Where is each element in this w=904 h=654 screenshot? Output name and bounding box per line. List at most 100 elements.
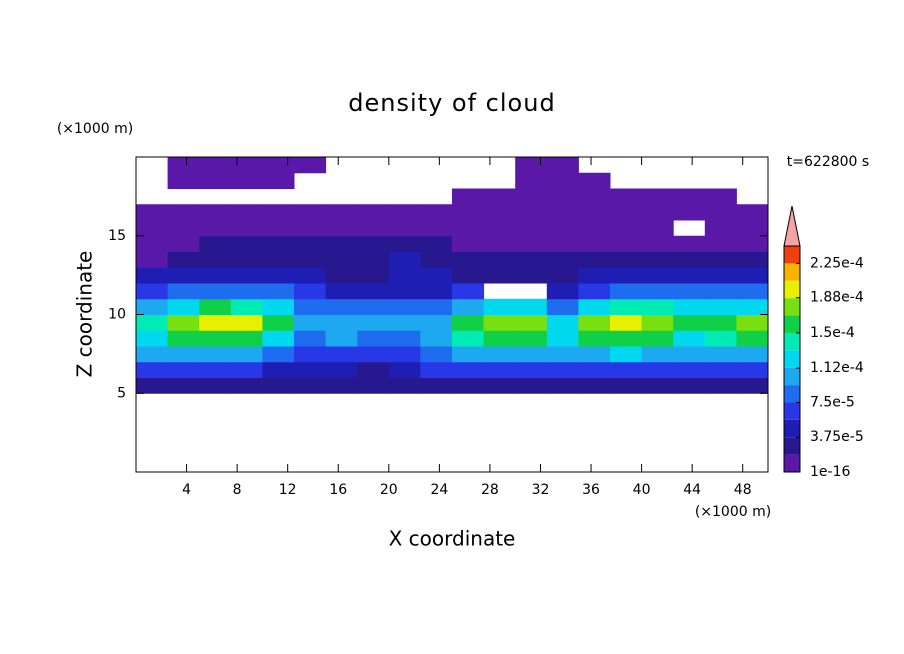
x-tick-label: 24 <box>430 482 448 498</box>
contour-cell <box>167 251 200 268</box>
contour-cell <box>167 377 200 394</box>
contour-cell <box>452 361 485 378</box>
contour-cell <box>483 188 516 205</box>
contour-cell <box>199 172 232 189</box>
contour-cell <box>325 251 358 268</box>
contour-cell <box>294 361 327 378</box>
contour-cell <box>578 251 611 268</box>
contour-cell <box>483 235 516 252</box>
contour-cell <box>167 314 200 331</box>
contour-cell <box>704 361 737 378</box>
colorbar-bin <box>784 263 800 281</box>
contour-cell <box>641 188 674 205</box>
contour-cell <box>546 377 579 394</box>
contour-cell <box>357 204 390 221</box>
contour-cell <box>294 330 327 347</box>
x-tick-label: 16 <box>329 482 347 498</box>
contour-cell <box>704 314 737 331</box>
contour-cell <box>167 267 200 284</box>
colorbar-bin <box>784 246 800 264</box>
contour-cell <box>325 283 358 300</box>
x-tick-label: 28 <box>481 482 499 498</box>
x-tick-label: 48 <box>734 482 752 498</box>
contour-cell <box>388 251 421 268</box>
contour-cell <box>136 361 169 378</box>
contour-cell <box>262 298 295 315</box>
contour-cell <box>357 377 390 394</box>
contour-cell <box>610 188 643 205</box>
contour-cell <box>673 361 706 378</box>
contour-cell <box>357 267 390 284</box>
contour-cell <box>546 172 579 189</box>
contour-cell <box>325 298 358 315</box>
contour-cell <box>546 204 579 221</box>
contour-cell <box>673 235 706 252</box>
contour-cell <box>483 204 516 221</box>
colorbar-tick-label: 1e-16 <box>810 464 850 480</box>
colorbar-tick-label: 7.5e-5 <box>810 394 855 410</box>
contour-cell <box>230 330 263 347</box>
contour-cell <box>578 220 611 237</box>
contour-cell <box>167 361 200 378</box>
contour-cell <box>420 267 453 284</box>
contour-cell <box>704 235 737 252</box>
contour-cell <box>199 298 232 315</box>
contour-cell <box>641 251 674 268</box>
contour-cell <box>357 283 390 300</box>
contour-cell <box>704 267 737 284</box>
contour-cell <box>578 267 611 284</box>
contour-cell <box>294 204 327 221</box>
contour-cell <box>736 283 769 300</box>
contour-cell <box>420 346 453 363</box>
contour-cell <box>515 361 548 378</box>
contour-cell <box>483 267 516 284</box>
contour-cell <box>452 330 485 347</box>
contour-cell <box>515 267 548 284</box>
contour-cell <box>199 220 232 237</box>
contour-cell <box>230 267 263 284</box>
contour-cell <box>294 298 327 315</box>
contour-cell <box>483 346 516 363</box>
contour-cell <box>388 283 421 300</box>
contour-cell <box>546 251 579 268</box>
contour-cell <box>452 251 485 268</box>
contour-cell <box>230 298 263 315</box>
contour-cell <box>452 377 485 394</box>
contour-cell <box>199 251 232 268</box>
contour-cell <box>136 283 169 300</box>
contour-cell <box>262 251 295 268</box>
contour-cell <box>388 204 421 221</box>
contour-cell <box>136 220 169 237</box>
contour-cell <box>704 188 737 205</box>
colorbar-bin <box>784 419 800 438</box>
contour-cell <box>704 346 737 363</box>
contour-cell <box>483 251 516 268</box>
contour-cell <box>420 204 453 221</box>
colorbar-bin <box>784 367 800 386</box>
colorbar-bin <box>784 298 800 316</box>
contour-cell <box>546 235 579 252</box>
contour-cell <box>388 298 421 315</box>
contour-cell <box>262 204 295 221</box>
contour-cell <box>704 220 737 237</box>
contour-cell <box>452 235 485 252</box>
contour-cell <box>294 251 327 268</box>
contour-cell <box>578 330 611 347</box>
contour-cell <box>736 204 769 221</box>
contour-cell <box>610 330 643 347</box>
contour-cell <box>452 283 485 300</box>
contour-cell <box>294 220 327 237</box>
contour-cell <box>325 220 358 237</box>
contour-cell <box>420 283 453 300</box>
contour-cell <box>357 346 390 363</box>
contour-cell <box>483 330 516 347</box>
contour-cell <box>388 314 421 331</box>
contour-cell <box>736 220 769 237</box>
contour-cell <box>610 298 643 315</box>
x-tick-label: 36 <box>582 482 600 498</box>
contour-cell <box>673 330 706 347</box>
colorbar-bin <box>784 350 800 368</box>
contour-cell <box>357 220 390 237</box>
contour-cell <box>673 267 706 284</box>
